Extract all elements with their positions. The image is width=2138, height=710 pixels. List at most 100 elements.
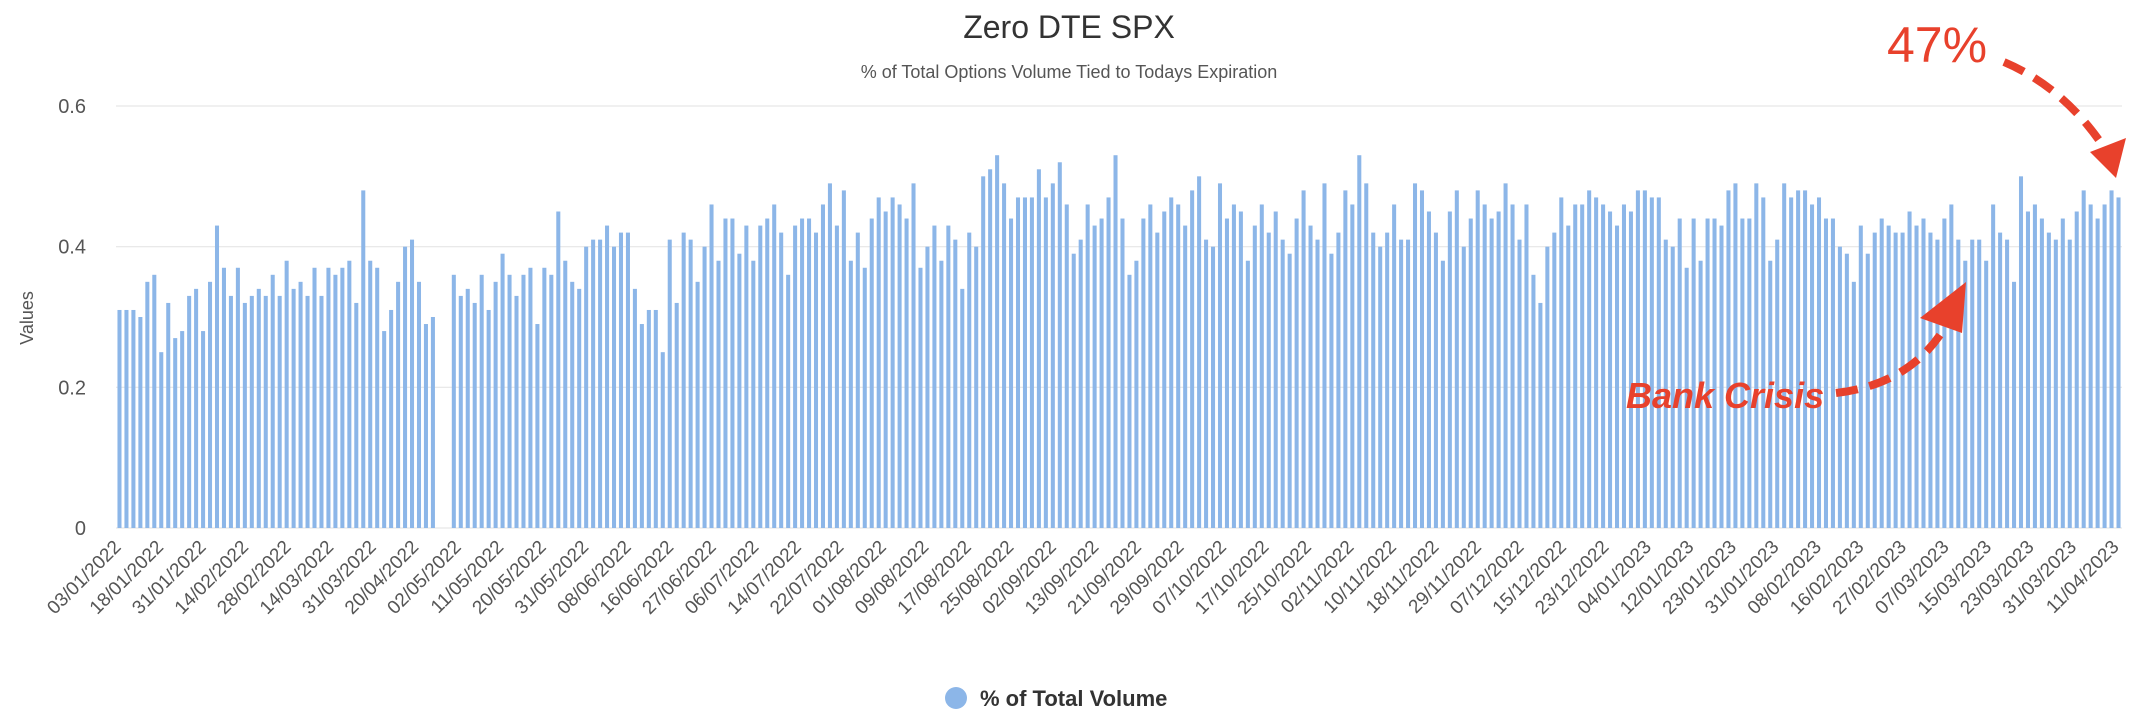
bar[interactable] [1071,253,1076,528]
bar[interactable] [688,239,693,528]
bar[interactable] [556,211,561,529]
bar[interactable] [1224,218,1229,528]
bar[interactable] [1538,302,1543,528]
bar[interactable] [577,288,582,528]
bar[interactable] [1134,260,1139,528]
bar[interactable] [256,288,261,528]
bar[interactable] [779,232,784,528]
bar[interactable] [1775,239,1780,528]
bar[interactable] [1113,155,1118,529]
bar[interactable] [904,218,909,528]
bar[interactable] [235,267,240,528]
bar[interactable] [1155,232,1160,528]
bar[interactable] [841,190,846,528]
bar[interactable] [995,155,1000,529]
bar[interactable] [862,267,867,528]
bar[interactable] [1914,225,1919,528]
bar[interactable] [472,302,477,528]
bar[interactable] [946,225,951,528]
bar[interactable] [333,274,338,528]
bar[interactable] [1378,246,1383,529]
bar[interactable] [1698,260,1703,528]
bar[interactable] [1371,232,1376,528]
bar[interactable] [354,302,359,528]
bar[interactable] [1642,190,1647,528]
bar[interactable] [1454,190,1459,528]
bar[interactable] [389,309,394,528]
bar[interactable] [521,274,526,528]
bar[interactable] [430,317,435,528]
bar[interactable] [145,281,150,528]
bar[interactable] [974,246,979,529]
bar[interactable] [1364,183,1369,528]
bar[interactable] [396,281,401,528]
bar[interactable] [1615,225,1620,528]
bar[interactable] [270,274,275,528]
bar[interactable] [1092,225,1097,528]
bar[interactable] [716,260,721,528]
bar[interactable] [423,324,428,528]
bar[interactable] [834,225,839,528]
bar[interactable] [1677,218,1682,528]
bar[interactable] [1461,246,1466,529]
bar[interactable] [618,232,623,528]
bar[interactable] [1900,232,1905,528]
bar[interactable] [807,218,812,528]
bar[interactable] [1503,183,1508,528]
bar[interactable] [312,267,317,528]
bar[interactable] [1810,204,1815,528]
bar[interactable] [1294,218,1299,528]
bar[interactable] [1433,232,1438,528]
bar[interactable] [1357,155,1362,529]
bar[interactable] [1273,211,1278,529]
bar[interactable] [1782,183,1787,528]
bar[interactable] [1740,218,1745,528]
bar[interactable] [1238,211,1243,529]
bar[interactable] [173,338,178,528]
bar[interactable] [542,267,547,528]
bar[interactable] [298,281,303,528]
bar[interactable] [249,295,254,528]
bar[interactable] [2116,197,2121,528]
bar[interactable] [166,302,171,528]
bar[interactable] [1991,204,1996,528]
bar[interactable] [514,295,519,528]
bar[interactable] [228,295,233,528]
bar[interactable] [967,232,972,528]
bar[interactable] [674,302,679,528]
bar[interactable] [410,239,415,528]
bar[interactable] [667,239,672,528]
bar[interactable] [291,288,296,528]
bar[interactable] [758,225,763,528]
bar[interactable] [1231,204,1236,528]
bar[interactable] [1385,232,1390,528]
bar[interactable] [1670,246,1675,529]
bar[interactable] [1865,253,1870,528]
bar[interactable] [2005,239,2010,528]
bar[interactable] [284,260,289,528]
bar[interactable] [1315,239,1320,528]
bar[interactable] [793,225,798,528]
bar[interactable] [1183,225,1188,528]
bar[interactable] [1419,190,1425,528]
bar[interactable] [765,218,770,528]
bar[interactable] [194,288,199,528]
bar[interactable] [925,246,930,529]
bar[interactable] [277,295,282,528]
bar[interactable] [1204,239,1209,528]
bar[interactable] [1510,204,1515,528]
bar[interactable] [1057,162,1062,528]
bar[interactable] [340,267,345,528]
bar[interactable] [1977,239,1982,528]
bar[interactable] [660,352,665,528]
bar[interactable] [180,331,185,528]
bar[interactable] [953,239,958,528]
bar[interactable] [1064,204,1069,528]
bar[interactable] [361,190,366,528]
bar[interactable] [1050,183,1055,528]
bar[interactable] [1823,218,1828,528]
bar[interactable] [1691,218,1696,528]
bar[interactable] [848,260,853,528]
bar[interactable] [1587,190,1592,528]
bar[interactable] [1935,239,1940,528]
